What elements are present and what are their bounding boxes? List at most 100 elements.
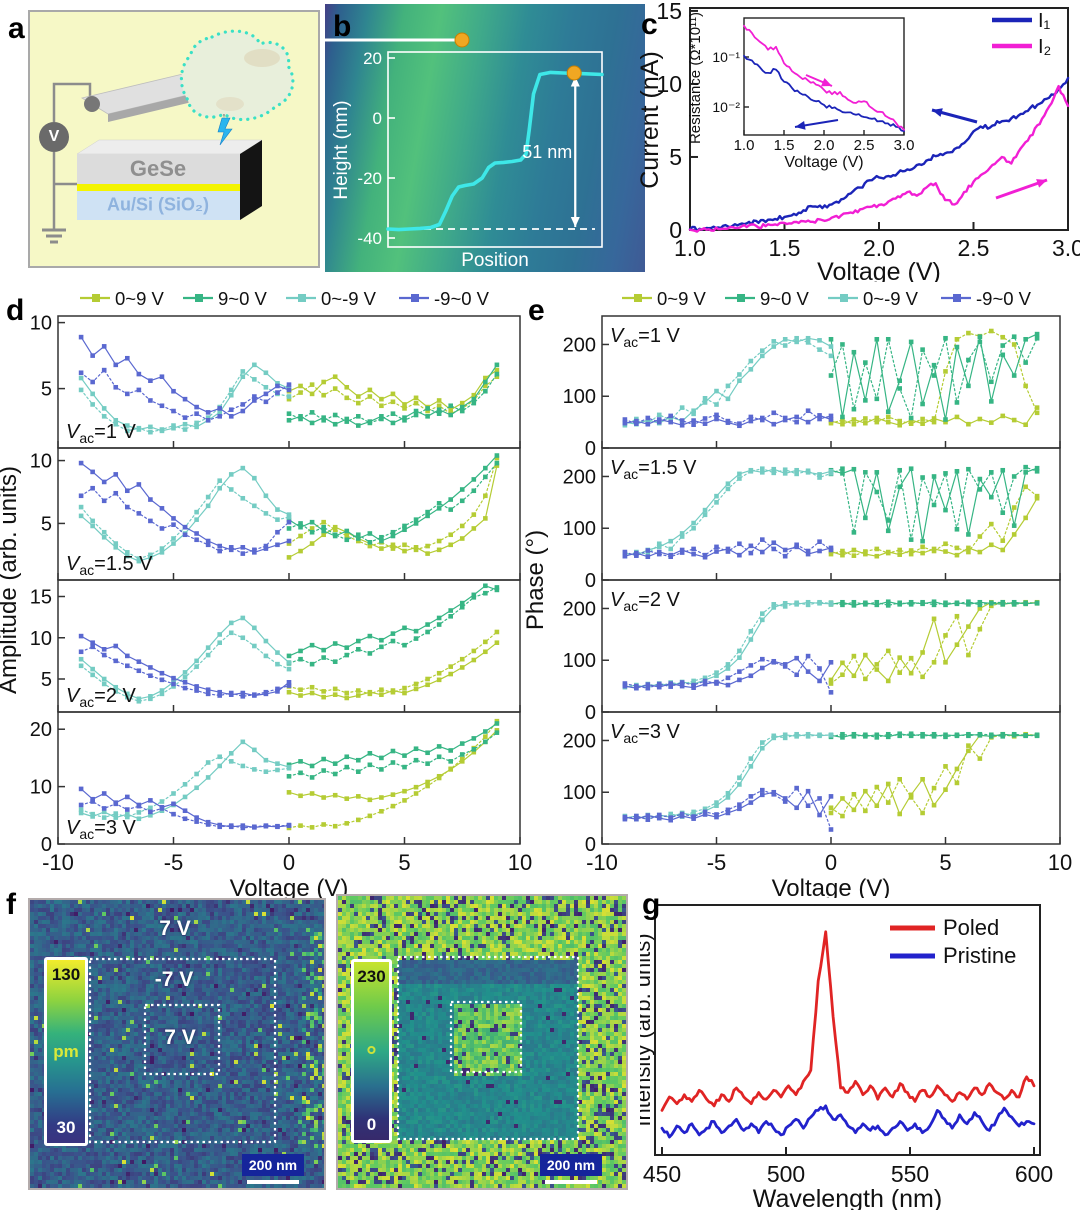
region-label-inner-7v: 7 V — [164, 1026, 196, 1049]
lightning-icon — [217, 117, 233, 146]
colorbar-min: 30 — [56, 1118, 76, 1137]
svg-text:100: 100 — [563, 782, 596, 804]
flake-texture — [244, 49, 280, 67]
svg-text:Vac=1 V: Vac=1 V — [66, 421, 137, 446]
svg-text:0: 0 — [41, 834, 52, 856]
panel-label-b: b — [333, 10, 352, 43]
panel-label-a: a — [8, 12, 25, 45]
panel-label-f: f — [6, 888, 16, 921]
svg-text:Voltage (V): Voltage (V) — [230, 875, 349, 898]
svg-text:10: 10 — [508, 850, 532, 875]
svg-text:0: 0 — [585, 570, 596, 592]
svg-text:200: 200 — [563, 598, 596, 620]
svg-text:500: 500 — [767, 1161, 805, 1187]
colorbar-unit: pm — [53, 1042, 79, 1061]
svg-text:10: 10 — [30, 777, 52, 799]
svg-text:200: 200 — [563, 466, 596, 488]
svg-text:5: 5 — [41, 379, 52, 401]
svg-text:15: 15 — [30, 587, 52, 609]
gese-front-face — [77, 154, 240, 184]
svg-text:Vac=3 V: Vac=3 V — [610, 721, 681, 746]
au-layer — [77, 184, 240, 191]
svg-text:-10: -10 — [586, 850, 618, 875]
pfm-amplitude-overlay — [88, 957, 277, 1144]
svg-text:2.0: 2.0 — [863, 235, 895, 261]
panel-d-amplitude-chart: 0~9 V 9~0 V 0~-9 V -9~0 V 5 10 Vac=1 V 5 10 Vac=1… — [0, 288, 532, 898]
svg-text:Position: Position — [461, 250, 529, 271]
svg-text:5: 5 — [41, 669, 52, 691]
svg-text:5: 5 — [41, 513, 52, 535]
stack-side-face — [240, 140, 262, 220]
svg-text:-40: -40 — [357, 229, 382, 248]
svg-text:51 nm: 51 nm — [522, 142, 572, 162]
svg-text:0~9 V: 0~9 V — [657, 288, 707, 309]
svg-text:0~-9 V: 0~-9 V — [321, 288, 377, 309]
svg-text:1.5: 1.5 — [769, 235, 801, 261]
svg-text:0~9 V: 0~9 V — [115, 288, 165, 309]
colorbar-unit: ° — [366, 1040, 377, 1070]
svg-text:1.0: 1.0 — [674, 235, 706, 261]
svg-text:10: 10 — [656, 71, 682, 97]
svg-text:Vac=1 V: Vac=1 V — [610, 325, 681, 350]
svg-text:I₂: I₂ — [1038, 36, 1051, 58]
svg-text:5: 5 — [398, 850, 410, 875]
wire-top — [52, 82, 92, 122]
svg-text:Amplitude (arb. units): Amplitude (arb. units) — [0, 466, 22, 694]
svg-text:Vac=1.5 V: Vac=1.5 V — [66, 553, 153, 578]
svg-text:0: 0 — [585, 438, 596, 460]
pfm-amplitude-image: 7 V -7 V 7 V 130 pm 30 200 nm — [28, 898, 326, 1190]
svg-text:100: 100 — [563, 518, 596, 540]
svg-text:2.5: 2.5 — [854, 137, 875, 154]
svg-text:Vac=2 V: Vac=2 V — [610, 589, 681, 614]
scalebar-label: 200 nm — [242, 1154, 304, 1176]
substrate-layer — [77, 191, 240, 220]
svg-text:0: 0 — [283, 850, 295, 875]
svg-text:Height (nm): Height (nm) — [331, 100, 352, 199]
phase-colorbar: 230 ° 0 — [351, 959, 392, 1143]
region-label-minus7v: -7 V — [154, 968, 194, 991]
voltmeter-label: V — [48, 128, 60, 145]
outer-poling-box — [396, 955, 580, 1141]
svg-text:10: 10 — [1048, 850, 1072, 875]
scalebar-label: 200 nm — [540, 1154, 602, 1176]
svg-text:20: 20 — [30, 719, 52, 741]
svg-text:-10: -10 — [42, 850, 74, 875]
svg-text:Pristine: Pristine — [943, 943, 1016, 968]
svg-text:Wavelength (nm): Wavelength (nm) — [753, 1185, 942, 1210]
height-profile-overlay: 20 0 -20 -40 Height (nm) Position 51 nm — [325, 32, 604, 271]
svg-text:0: 0 — [825, 850, 837, 875]
svg-text:Vac=3 V: Vac=3 V — [66, 817, 137, 842]
substrate-label: Au/Si (SiO₂) — [107, 194, 209, 215]
svg-text:10: 10 — [30, 628, 52, 650]
svg-text:3.0: 3.0 — [1052, 235, 1080, 261]
svg-text:10⁻¹: 10⁻¹ — [712, 49, 740, 65]
inner-poling-box — [449, 1000, 523, 1074]
region-label-7v: 7 V — [159, 917, 191, 940]
svg-text:550: 550 — [891, 1161, 929, 1187]
svg-text:0: 0 — [585, 702, 596, 724]
cantilever-holder — [84, 96, 100, 112]
svg-text:Vac=2 V: Vac=2 V — [66, 685, 137, 710]
inner-poling-box — [143, 1003, 221, 1076]
panel-label-d: d — [6, 294, 25, 327]
colorbar-max: 230 — [357, 967, 386, 986]
svg-text:3.0: 3.0 — [894, 137, 915, 154]
svg-text:200: 200 — [563, 334, 596, 356]
svg-text:-20: -20 — [357, 169, 382, 188]
svg-text:1.0: 1.0 — [734, 137, 755, 154]
svg-text:100: 100 — [563, 650, 596, 672]
svg-text:10: 10 — [30, 313, 52, 335]
amplitude-colorbar: 130 pm 30 — [44, 957, 88, 1146]
svg-text:0: 0 — [373, 109, 382, 128]
panel-label-e: e — [528, 294, 545, 327]
panel-label-c: c — [641, 8, 658, 41]
colorbar-min: 0 — [366, 1115, 377, 1134]
schematic-drawing — [39, 29, 295, 244]
panel-label-g: g — [642, 888, 661, 921]
svg-text:9~0 V: 9~0 V — [760, 288, 810, 309]
svg-text:Poled: Poled — [943, 915, 999, 940]
svg-text:5: 5 — [939, 850, 951, 875]
svg-text:0: 0 — [669, 217, 682, 243]
ground-icon — [42, 228, 66, 244]
